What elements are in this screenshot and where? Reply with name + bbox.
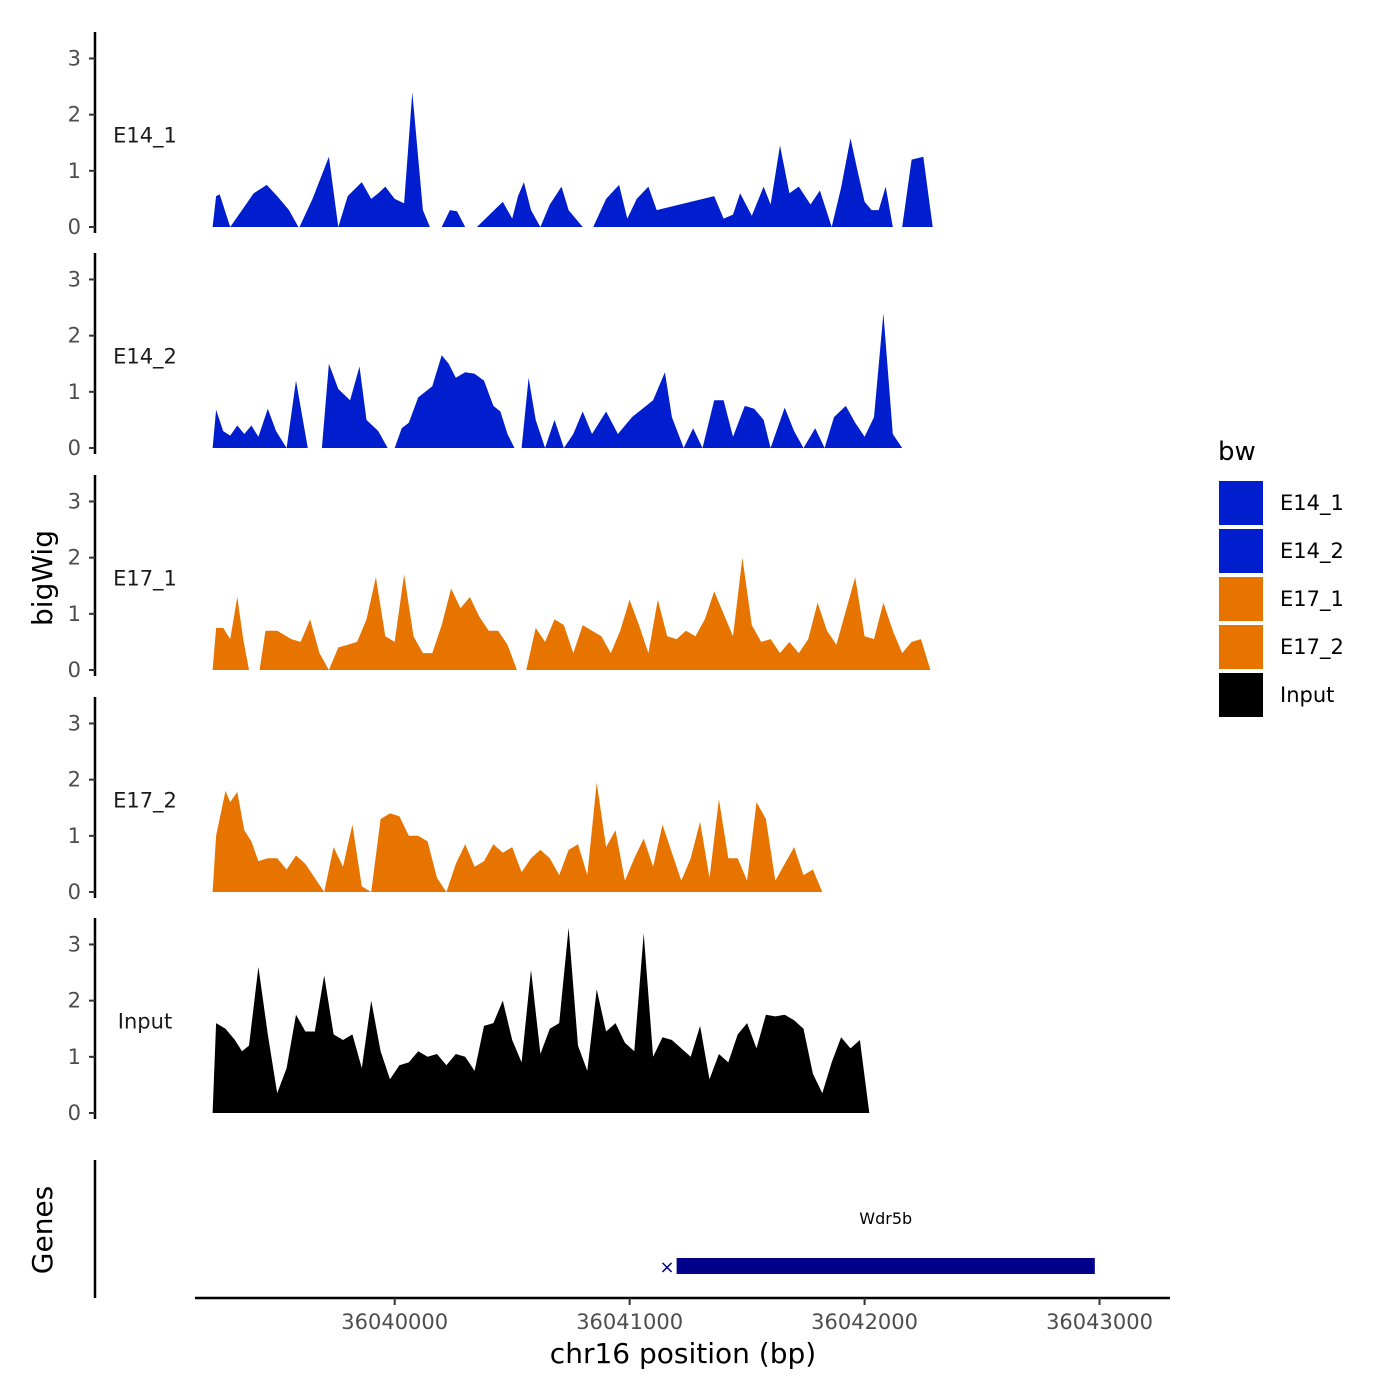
legend-item-E14_1: E14_1 [1217,479,1344,527]
legend-swatch [1217,575,1265,623]
legend-swatch [1217,479,1265,527]
legend-item-E17_2: E17_2 [1217,623,1344,671]
legend-item-E17_1: E17_1 [1217,575,1344,623]
coverage-area-E14_2 [212,313,1091,448]
track-E17_2: 0 1 2 3 E17_2 [68,697,1088,904]
legend-item-E14_2: E14_2 [1217,527,1344,575]
track-label: E14_2 [113,345,177,370]
x-tick-label: 36042000 [811,1310,918,1334]
track-label: Input [118,1010,172,1034]
y-tick-label: 3 [68,711,81,735]
legend-swatch [1217,623,1265,671]
y-tick-label: 0 [68,436,81,460]
y-tick-label: 2 [68,324,81,348]
y-tick-label: 0 [68,215,81,239]
y-tick-label: 1 [68,159,81,183]
y-tick-label: 3 [68,489,81,513]
legend-swatch [1217,527,1265,575]
y-tick-label: 3 [68,932,81,956]
gene-Wdr5b: × Wdr5b [660,1209,1095,1278]
track-label: E14_1 [113,124,177,149]
y-tick-label: 0 [68,1101,81,1125]
track-E17_1: 0 1 2 3 E17_1 [68,475,1088,682]
y-tick-label: 3 [68,46,81,70]
y-tick-label: 2 [68,546,81,570]
gene-label: Wdr5b [859,1209,912,1228]
track-E14_1: 0 1 2 3 E14_1 [68,32,1095,239]
track-label: E17_1 [113,567,177,592]
track-Input: 0 1 2 3 Input [68,918,1088,1125]
x-tick-label: 36040000 [341,1310,448,1334]
genes-axis-title: Genes [26,1186,59,1274]
strand-marker: × [660,1257,675,1278]
y-tick-label: 2 [68,768,81,792]
genes-panel: × Wdr5b [93,1160,1095,1298]
x-axis: 36040000 36041000 36042000 36043000 [195,1296,1170,1334]
legend-item-Input: Input [1217,671,1334,719]
legend-label: E14_2 [1280,539,1344,564]
y-tick-label: 0 [68,658,81,682]
coverage-tracks: 0 1 2 3 E14_1 0 1 2 3 E14_2 0 1 2 3 E17_1 0 1 2 3 E17_2 0 1 2 3… [68,32,1095,1125]
coverage-area-E17_2 [212,782,1088,892]
legend-label: E17_1 [1280,587,1344,612]
coverage-area-Input [212,927,1088,1113]
track-label: E17_2 [113,789,177,814]
y-tick-label: 0 [68,880,81,904]
y-tick-label: 1 [68,1045,81,1069]
y-tick-label: 1 [68,602,81,626]
y-tick-label: 2 [68,989,81,1013]
legend-title: bw [1218,437,1256,467]
y-tick-label: 1 [68,380,81,404]
x-axis-title: chr16 position (bp) [550,1337,816,1370]
y-tick-label: 3 [68,267,81,291]
legend-label: E17_2 [1280,635,1344,660]
x-tick-label: 36041000 [576,1310,683,1334]
track-E14_2: 0 1 2 3 E14_2 [68,253,1091,460]
gene-body [676,1258,1095,1274]
legend-swatch [1217,671,1265,719]
y-axis-title: bigWig [26,530,59,626]
coverage-area-E17_1 [212,557,1088,670]
x-tick-label: 36043000 [1046,1310,1153,1334]
y-tick-label: 2 [68,103,81,127]
legend-label: Input [1280,683,1334,707]
legend: bw E14_1 E14_2 E17_1 E17_2 Input [1217,437,1344,719]
coverage-area-E14_1 [212,92,1095,227]
y-tick-label: 1 [68,824,81,848]
legend-label: E14_1 [1280,491,1344,516]
